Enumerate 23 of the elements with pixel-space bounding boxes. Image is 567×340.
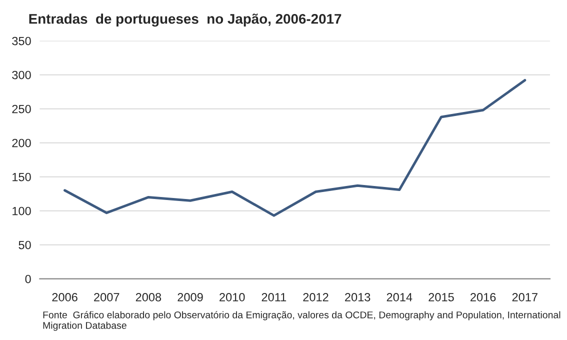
y-tick-label: 150 [12, 172, 31, 182]
y-tick-label: 200 [12, 138, 31, 148]
source-note: Fonte Gráfico elaborado pelo Observatório da Emigração, valores da OCDE, Demography and Population, International Migration Database [43, 311, 560, 331]
y-tick-label: 100 [12, 206, 31, 216]
x-tick-label: 2014 [386, 293, 412, 302]
x-tick-label: 2006 [52, 293, 78, 302]
x-tick-label: 2013 [345, 293, 370, 302]
x-tick-label: 2011 [262, 293, 286, 302]
y-tick-label: 350 [12, 36, 31, 46]
x-tick-label: 2012 [303, 293, 328, 302]
y-tick-label: 50 [18, 240, 31, 250]
y-tick-label: 300 [12, 70, 31, 80]
x-tick-label: 2015 [428, 293, 454, 302]
x-tick-label: 2017 [512, 293, 538, 302]
y-tick-label: 0 [25, 274, 31, 284]
x-tick-label: 2007 [94, 293, 120, 302]
x-tick-label: 2008 [136, 293, 162, 302]
line-series [64, 78, 526, 217]
x-tick-label: 2010 [220, 293, 245, 302]
y-tick-label: 250 [12, 104, 31, 114]
x-tick-label: 2009 [178, 293, 203, 302]
x-tick-label: 2016 [470, 293, 496, 302]
chart-title: Entradas de portugueses no Japão, 2006-2017 [29, 14, 342, 27]
